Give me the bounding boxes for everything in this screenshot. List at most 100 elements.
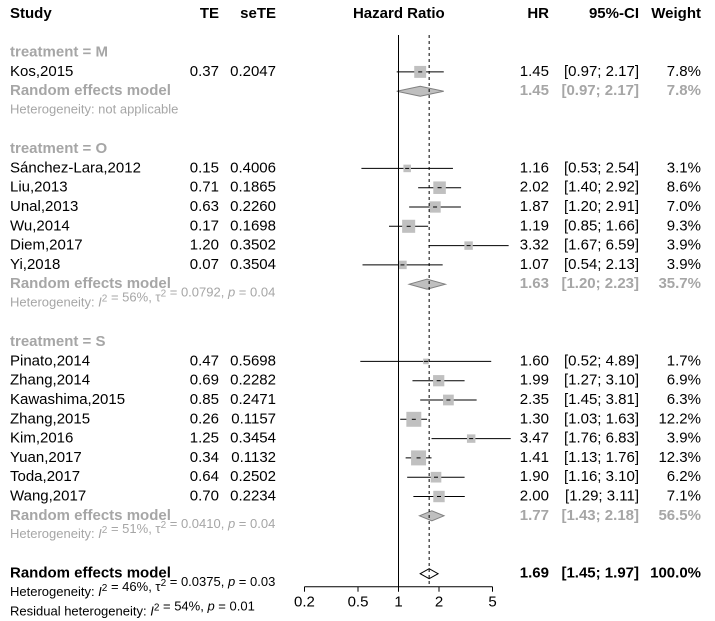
study-weight: 6.2% (667, 468, 701, 485)
study-sete: 0.2471 (230, 391, 276, 408)
subgroup-re-label: Random effects model (10, 275, 171, 292)
x-axis-tick-label: 5 (488, 594, 496, 611)
study-ci: [0.52; 4.89] (564, 352, 639, 369)
study-sete: 0.4006 (230, 159, 276, 176)
study-te: 0.15 (190, 159, 219, 176)
overall-heterogeneity: Heterogeneity: I2 = 46%, τ2 = 0.0375, p … (10, 574, 275, 599)
study-weight: 12.2% (658, 410, 701, 427)
study-name: Liu,2013 (10, 179, 68, 196)
study-sete: 0.2282 (230, 372, 276, 389)
study-hr: 1.90 (520, 468, 549, 485)
x-axis-tick-label: 1 (394, 594, 402, 611)
study-te: 0.37 (190, 63, 219, 80)
header-study: Study (10, 5, 52, 22)
study-sete: 0.2047 (230, 63, 276, 80)
study-te: 1.25 (190, 430, 219, 447)
study-hr: 2.00 (520, 487, 549, 504)
study-te: 1.20 (190, 237, 219, 254)
subgroup-re-diamond (418, 510, 446, 522)
study-ci: [0.97; 2.17] (564, 63, 639, 80)
study-sete: 0.1132 (231, 449, 276, 466)
study-te: 0.63 (190, 198, 219, 215)
study-sete: 0.3504 (230, 256, 276, 273)
study-ci: [0.54; 2.13] (564, 256, 639, 273)
study-name: Toda,2017 (10, 468, 80, 485)
subgroup-re-ci: [1.43; 2.18] (561, 507, 639, 524)
study-name: Wu,2014 (10, 217, 70, 234)
study-weight: 7.8% (667, 63, 701, 80)
study-sete: 0.1698 (230, 217, 276, 234)
group-label: treatment = M (10, 44, 108, 61)
overall-weight: 100.0% (650, 565, 701, 582)
group-label: treatment = O (10, 140, 107, 157)
study-ci: [1.40; 2.92] (564, 179, 639, 196)
study-name: Pinato,2014 (10, 352, 90, 369)
study-ci: [1.76; 6.83] (564, 430, 639, 447)
subgroup-re-diamond (396, 85, 444, 97)
study-te: 0.34 (190, 449, 219, 466)
study-ci: [1.16; 3.10] (564, 468, 639, 485)
subgroup-re-weight: 7.8% (667, 82, 701, 99)
subgroup-re-label: Random effects model (10, 82, 171, 99)
study-weight: 3.9% (667, 237, 701, 254)
study-hr: 1.07 (520, 256, 549, 273)
study-ci: [1.45; 3.81] (564, 391, 639, 408)
study-name: Kos,2015 (10, 63, 73, 80)
study-name: Sánchez-Lara,2012 (10, 159, 141, 176)
study-ci: [0.53; 2.54] (564, 159, 639, 176)
subgroup-heterogeneity: Heterogeneity: I2 = 56%, τ2 = 0.0792, p … (10, 285, 275, 310)
residual-heterogeneity: Residual heterogeneity: I2 = 54%, p = 0.… (10, 599, 255, 619)
study-hr: 2.35 (520, 391, 549, 408)
study-ci: [1.67; 6.59] (564, 237, 639, 254)
study-te: 0.26 (190, 410, 219, 427)
study-sete: 0.1157 (231, 410, 276, 427)
study-hr: 1.16 (520, 159, 549, 176)
study-weight: 6.9% (667, 372, 701, 389)
group-label: treatment = S (10, 333, 105, 350)
study-weight: 3.9% (667, 256, 701, 273)
study-hr: 3.47 (520, 430, 549, 447)
study-sete: 0.5698 (230, 352, 276, 369)
study-weight: 7.0% (667, 198, 701, 215)
study-name: Kim,2016 (10, 430, 73, 447)
overall-re-label: Random effects model (10, 565, 171, 582)
study-weight: 8.6% (667, 179, 701, 196)
study-ci: [1.13; 1.76] (564, 449, 639, 466)
study-te: 0.64 (190, 468, 219, 485)
study-hr: 1.87 (520, 198, 549, 215)
header-hazard-ratio: Hazard Ratio (353, 5, 445, 22)
subgroup-heterogeneity: Heterogeneity: not applicable (10, 102, 178, 117)
x-axis-tick-label: 2 (435, 594, 443, 611)
study-ci: [1.20; 2.91] (564, 198, 639, 215)
study-te: 0.69 (190, 372, 219, 389)
study-hr: 1.60 (520, 352, 549, 369)
study-hr: 1.41 (520, 449, 549, 466)
subgroup-re-hr: 1.77 (520, 507, 549, 524)
study-name: Diem,2017 (10, 237, 83, 254)
study-name: Wang,2017 (10, 487, 86, 504)
study-sete: 0.2234 (230, 487, 276, 504)
study-ci: [0.85; 1.66] (564, 217, 639, 234)
study-sete: 0.2502 (230, 468, 276, 485)
subgroup-heterogeneity: Heterogeneity: I2 = 51%, τ2 = 0.0410, p … (10, 517, 275, 542)
subgroup-re-weight: 35.7% (658, 275, 701, 292)
study-sete: 0.1865 (230, 179, 276, 196)
subgroup-re-label: Random effects model (10, 507, 171, 524)
header-sete: seTE (240, 5, 276, 22)
study-ci: [1.29; 3.11] (565, 487, 639, 504)
study-weight: 12.3% (658, 449, 701, 466)
study-ci: [1.03; 1.63] (564, 410, 639, 427)
subgroup-re-ci: [1.20; 2.23] (561, 275, 639, 292)
overall-re-diamond (419, 568, 440, 580)
subgroup-re-hr: 1.45 (520, 82, 549, 99)
study-hr: 1.99 (520, 372, 549, 389)
header-ci: 95%-CI (589, 5, 639, 22)
study-hr: 3.32 (520, 237, 549, 254)
study-te: 0.71 (190, 179, 219, 196)
study-name: Zhang,2014 (10, 372, 90, 389)
study-weight: 9.3% (667, 217, 701, 234)
study-weight: 3.9% (667, 430, 701, 447)
study-hr: 2.02 (520, 179, 549, 196)
study-te: 0.85 (190, 391, 219, 408)
